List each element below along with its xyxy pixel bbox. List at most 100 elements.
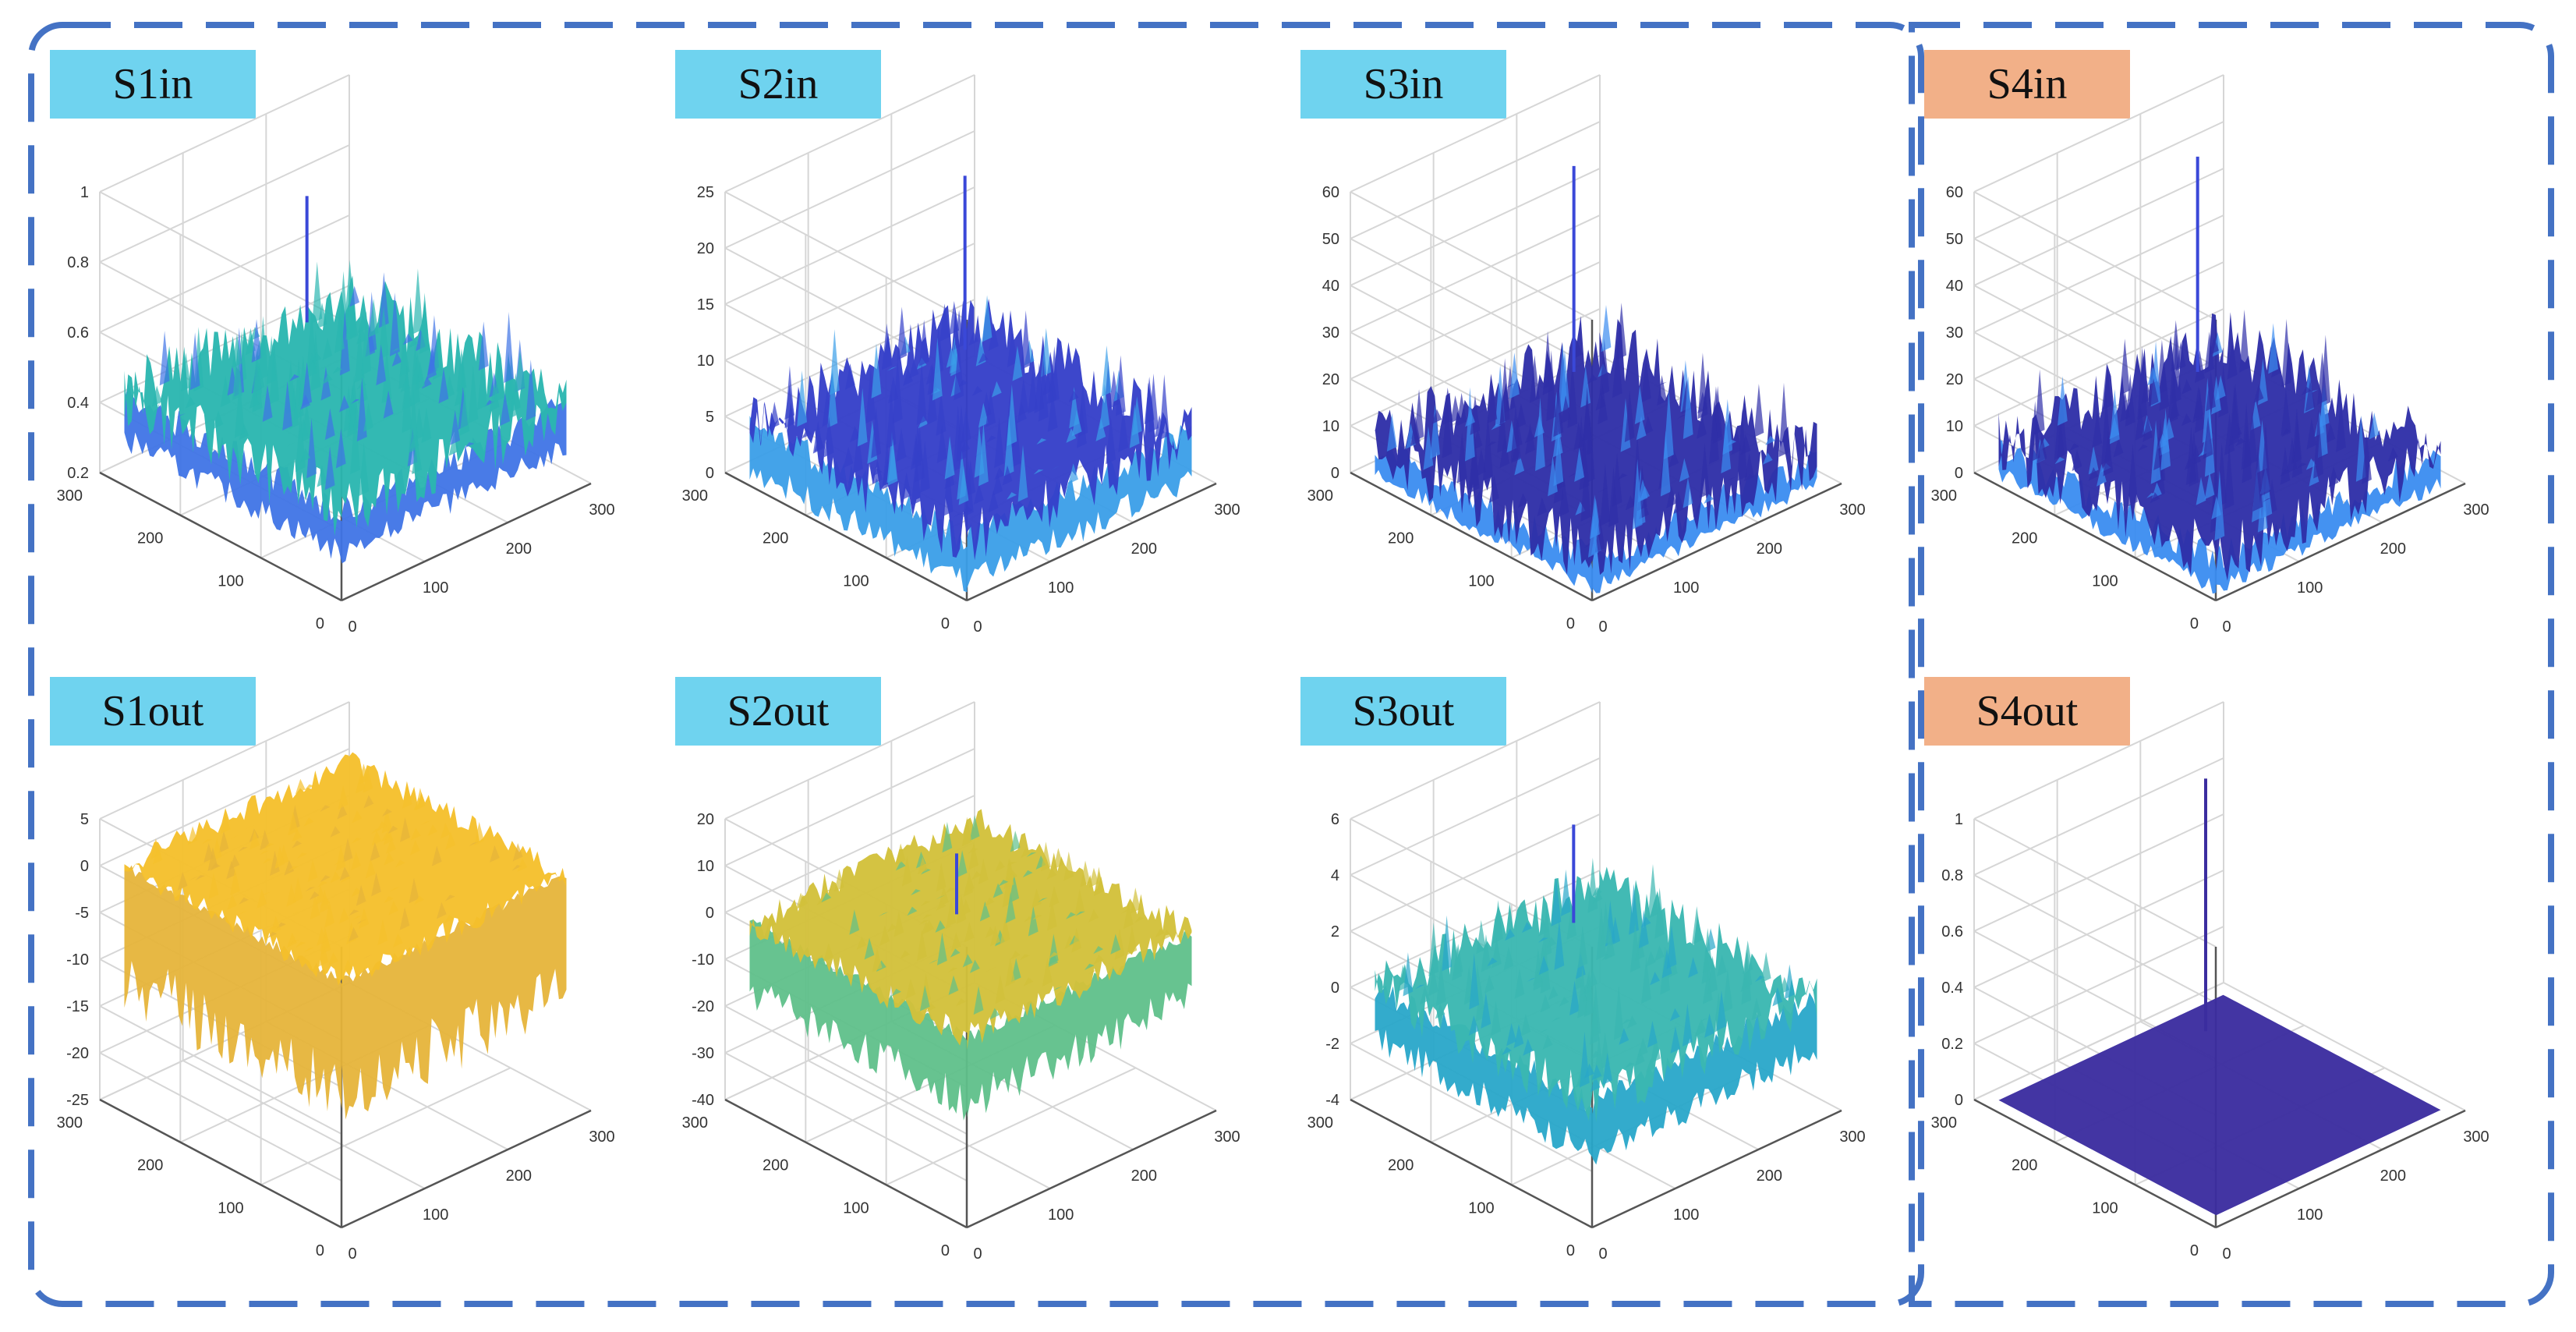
x-tick-label: 200: [1131, 540, 1157, 558]
surface-peak: [2169, 398, 2180, 421]
surface-peak: [2369, 412, 2380, 440]
surface-peak: [363, 402, 373, 432]
surface-peak: [468, 365, 479, 424]
surface-peak: [1131, 395, 1142, 436]
surface-peak: [1068, 463, 1079, 484]
surface-peak: [1456, 431, 1467, 484]
surface-peak: [1704, 494, 1714, 504]
surface-peak: [1601, 902, 1611, 946]
surface-peak: [381, 349, 392, 404]
surface-peak: [1007, 326, 1017, 367]
surface-peak: [445, 831, 456, 850]
surface-peak: [1431, 409, 1442, 424]
surface-peak: [1587, 969, 1598, 989]
surface-peak: [351, 852, 361, 871]
y-tick-label: 100: [1468, 572, 1494, 590]
surface-peak: [936, 932, 947, 965]
surface-peak: [1619, 1028, 1629, 1045]
surface-peak: [927, 371, 937, 425]
surface-peak: [1589, 999, 1600, 1045]
surface-peak: [1590, 1075, 1601, 1093]
surface-peak: [1010, 951, 1021, 960]
y-tick-label: 300: [682, 487, 708, 505]
surface-peak: [288, 811, 299, 836]
surface-peak: [384, 852, 395, 866]
surface-peak: [1101, 345, 1112, 397]
surface-peak: [402, 785, 412, 809]
surface-peak: [1605, 927, 1615, 960]
floor-grid-y: [886, 1067, 1137, 1186]
surface-peak: [1110, 933, 1121, 955]
surface-peak: [821, 892, 832, 903]
label-s1out: S1out: [50, 677, 256, 746]
side-wall-grid-h: [724, 1052, 968, 1181]
x-tick-label: 100: [2297, 579, 2323, 597]
surface-peak: [257, 888, 267, 909]
surface-peak: [1088, 969, 1099, 975]
surface-left-skirt: [124, 383, 342, 564]
surface-front-skirt: [2216, 450, 2441, 591]
surface-peak: [337, 803, 348, 820]
surface-peak: [320, 367, 331, 401]
x-tick-label: 300: [1214, 1128, 1240, 1146]
surface-peak: [266, 335, 277, 385]
surface-peak: [306, 418, 317, 479]
back-wall-grid-h: [1350, 261, 1601, 380]
surface-peak: [2125, 374, 2135, 427]
x-tick-label: 100: [1048, 1206, 1074, 1224]
surface-peak: [887, 438, 898, 486]
surface-peak: [1410, 416, 1421, 447]
surface-peak: [1469, 430, 1480, 494]
surface-peak: [1613, 984, 1624, 1040]
surface-peak: [1075, 911, 1085, 916]
surface-peak: [2153, 436, 2164, 471]
back-wall-grid-h: [1973, 121, 2224, 239]
surface-peak: [1106, 416, 1116, 465]
surface-peak: [251, 319, 262, 363]
surface-peak: [969, 815, 980, 841]
surface-peak: [288, 866, 299, 872]
surface-peak: [2215, 374, 2226, 401]
surface-peak: [1000, 916, 1010, 944]
surface-peak: [2185, 426, 2196, 485]
y-tick-label: 200: [137, 1157, 163, 1174]
surface-peak: [2305, 458, 2316, 470]
surface-peak: [1514, 452, 1525, 476]
z-tick-label: -15: [66, 998, 89, 1015]
surface-peak: [2196, 476, 2206, 505]
surface-peak: [515, 350, 525, 392]
surface-peak: [907, 906, 918, 916]
surface-peak: [319, 889, 330, 913]
surface-peak: [234, 378, 245, 438]
y-tick-label: 100: [2092, 572, 2118, 590]
x-axis-line: [966, 1109, 1217, 1229]
y-tick-label: 0: [316, 615, 324, 632]
back-wall-grid-h: [724, 186, 975, 305]
surface-peak: [2119, 338, 2130, 395]
surface-peak: [1524, 429, 1535, 444]
surface-peak: [271, 916, 281, 934]
surface-peak: [1068, 390, 1079, 402]
surface-peak: [2241, 403, 2252, 470]
surface-peak: [1647, 864, 1658, 919]
floor-grid-x: [2223, 982, 2466, 1111]
surface-peak: [1497, 401, 1508, 453]
surface-front-skirt: [967, 424, 1192, 589]
surface-peak: [365, 859, 376, 879]
x-axis-line: [1591, 482, 1842, 602]
surface-peak: [339, 395, 349, 413]
surface-peak: [2224, 413, 2235, 455]
surface-peak: [459, 391, 470, 436]
surface-peak: [2181, 379, 2192, 395]
surface-peak: [1423, 426, 1434, 470]
surface-peak: [244, 824, 255, 830]
z-tick-label: 0.4: [67, 395, 89, 412]
surface-peak: [2260, 422, 2271, 497]
surface-peak: [438, 367, 449, 404]
surface-peak: [1488, 475, 1499, 503]
x-axis-line: [2215, 1109, 2466, 1229]
z-tick-label: 50: [1322, 231, 1339, 248]
x-axis-line: [341, 482, 592, 602]
surface-peak: [985, 388, 996, 427]
